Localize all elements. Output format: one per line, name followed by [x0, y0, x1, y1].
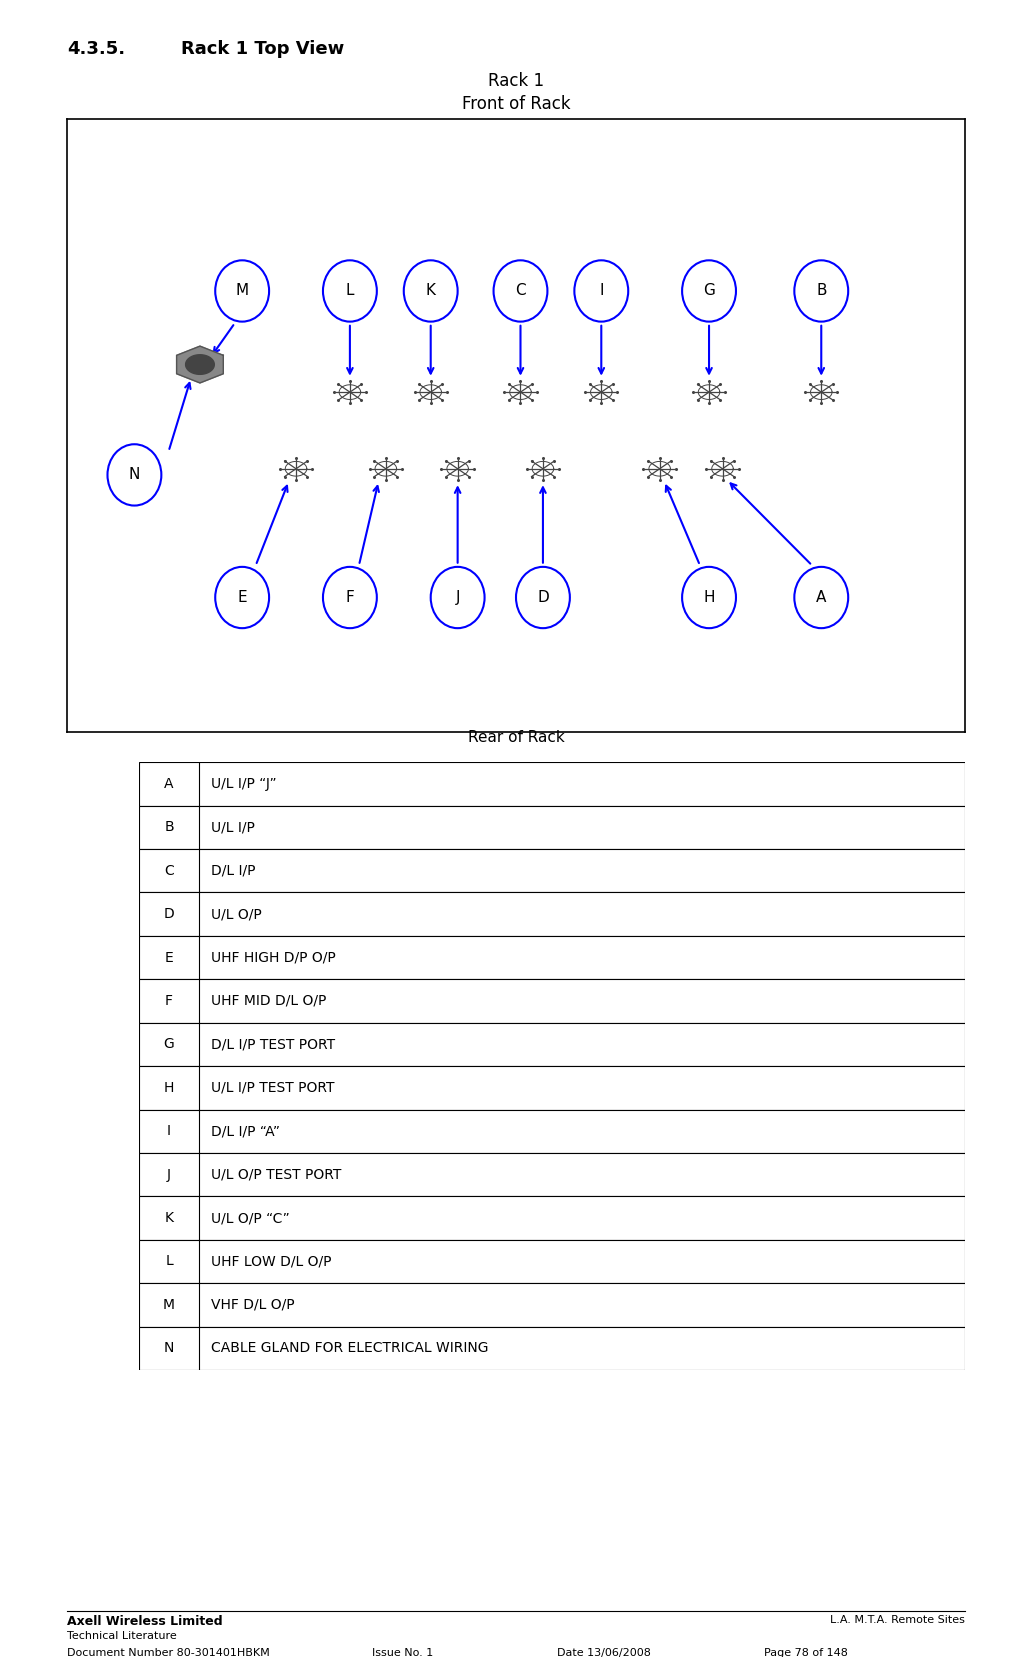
Text: B: B	[164, 820, 173, 835]
Ellipse shape	[323, 260, 377, 321]
Text: U/L I/P TEST PORT: U/L I/P TEST PORT	[212, 1080, 334, 1095]
Text: Page 78 of 148: Page 78 of 148	[764, 1647, 847, 1657]
Text: M: M	[163, 1297, 175, 1312]
Text: U/L O/P “C”: U/L O/P “C”	[212, 1211, 290, 1225]
Text: G: G	[703, 283, 715, 298]
Text: J: J	[167, 1168, 171, 1181]
Bar	[139, 1065, 965, 1110]
Bar	[139, 1239, 965, 1283]
Text: U/L I/P: U/L I/P	[212, 820, 255, 835]
Text: I: I	[167, 1123, 171, 1138]
Bar	[139, 1327, 965, 1370]
Text: D/L I/P “A”: D/L I/P “A”	[212, 1123, 280, 1138]
Text: Date 13/06/2008: Date 13/06/2008	[557, 1647, 651, 1657]
Text: H: H	[703, 590, 715, 605]
Text: N: N	[164, 1341, 174, 1355]
Polygon shape	[186, 355, 215, 374]
Text: Axell Wireless Limited: Axell Wireless Limited	[67, 1614, 223, 1627]
Text: M: M	[235, 283, 249, 298]
Text: Technical Literature: Technical Literature	[67, 1630, 176, 1642]
Text: Rack 1 Top View: Rack 1 Top View	[181, 40, 344, 58]
Text: L: L	[165, 1254, 173, 1269]
Ellipse shape	[430, 567, 485, 628]
Text: U/L O/P TEST PORT: U/L O/P TEST PORT	[212, 1168, 342, 1181]
Ellipse shape	[404, 260, 457, 321]
Text: CABLE GLAND FOR ELECTRICAL WIRING: CABLE GLAND FOR ELECTRICAL WIRING	[212, 1341, 488, 1355]
Text: N: N	[129, 467, 140, 482]
Text: K: K	[164, 1211, 173, 1225]
Text: UHF MID D/L O/P: UHF MID D/L O/P	[212, 994, 326, 1007]
Ellipse shape	[682, 567, 736, 628]
Text: D/L I/P: D/L I/P	[212, 863, 256, 878]
Text: F: F	[165, 994, 173, 1007]
Text: F: F	[346, 590, 354, 605]
Text: B: B	[816, 283, 827, 298]
Text: E: E	[165, 951, 173, 964]
Text: Rear of Rack: Rear of Rack	[467, 731, 565, 746]
Ellipse shape	[682, 260, 736, 321]
Bar	[139, 979, 965, 1022]
Bar	[139, 848, 965, 893]
Text: H: H	[164, 1080, 174, 1095]
Bar	[139, 1283, 965, 1327]
Ellipse shape	[795, 260, 848, 321]
Text: Document Number 80-301401HBKM: Document Number 80-301401HBKM	[67, 1647, 269, 1657]
Text: A: A	[816, 590, 827, 605]
Text: C: C	[515, 283, 525, 298]
Text: D/L I/P TEST PORT: D/L I/P TEST PORT	[212, 1037, 335, 1052]
Polygon shape	[176, 346, 223, 383]
Ellipse shape	[516, 567, 570, 628]
Ellipse shape	[575, 260, 628, 321]
Text: L.A. M.T.A. Remote Sites: L.A. M.T.A. Remote Sites	[830, 1614, 965, 1626]
Text: G: G	[164, 1037, 174, 1052]
Ellipse shape	[216, 567, 269, 628]
Bar	[139, 1022, 965, 1065]
Text: UHF LOW D/L O/P: UHF LOW D/L O/P	[212, 1254, 331, 1269]
Text: Front of Rack: Front of Rack	[461, 96, 571, 113]
Text: K: K	[426, 283, 436, 298]
Ellipse shape	[795, 567, 848, 628]
Text: C: C	[164, 863, 174, 878]
Bar	[139, 893, 965, 936]
Text: 4.3.5.: 4.3.5.	[67, 40, 125, 58]
Bar	[139, 1110, 965, 1153]
Bar	[139, 1196, 965, 1239]
Bar	[139, 762, 965, 805]
Ellipse shape	[323, 567, 377, 628]
Ellipse shape	[216, 260, 269, 321]
Ellipse shape	[493, 260, 547, 321]
Text: U/L O/P: U/L O/P	[212, 906, 262, 921]
Bar	[139, 936, 965, 979]
Text: J: J	[455, 590, 460, 605]
Ellipse shape	[107, 444, 161, 505]
Text: A: A	[164, 777, 173, 790]
Text: Issue No. 1: Issue No. 1	[372, 1647, 432, 1657]
Bar	[139, 1153, 965, 1196]
Text: UHF HIGH D/P O/P: UHF HIGH D/P O/P	[212, 951, 335, 964]
Text: VHF D/L O/P: VHF D/L O/P	[212, 1297, 295, 1312]
Text: I: I	[599, 283, 604, 298]
Text: U/L I/P “J”: U/L I/P “J”	[212, 777, 277, 790]
Text: Rack 1: Rack 1	[488, 73, 544, 89]
Text: D: D	[164, 906, 174, 921]
Text: D: D	[537, 590, 549, 605]
Text: L: L	[346, 283, 354, 298]
Text: E: E	[237, 590, 247, 605]
Bar	[139, 805, 965, 848]
